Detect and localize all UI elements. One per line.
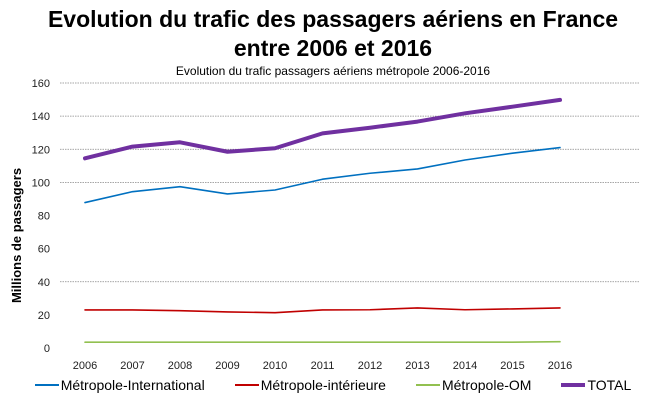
x-tick-label: 2014 [453,360,477,372]
legend-swatch [561,383,586,387]
legend-item: Métropole-International [34,377,205,393]
legend-swatch [34,384,59,386]
x-tick-label: 2016 [548,360,572,372]
x-tick-label: 2015 [500,360,524,372]
x-tick-label: 2012 [358,360,382,372]
y-tick-label: 60 [38,244,50,256]
legend-item: TOTAL [561,377,631,393]
chart-title: Evolution du trafic des passagers aérien… [47,6,619,32]
y-tick-label: 140 [32,111,50,123]
y-tick-label: 160 [32,78,50,90]
legend-label: TOTAL [587,377,632,393]
legend-item: Métropole-OM [415,377,532,393]
legend-label: Métropole-intérieure [260,377,386,393]
y-tick-label: 80 [38,211,50,223]
chart-subtitle: Evolution du trafic passagers aériens mé… [175,64,491,78]
legend: Métropole-International Métropole-intérie… [0,377,666,393]
legend-swatch [234,384,259,386]
legend-swatch [415,384,440,386]
legend-label: Métropole-International [60,377,205,393]
x-tick-label: 2011 [311,360,335,372]
legend-label: Métropole-OM [441,377,532,393]
series-line-0 [84,146,561,204]
y-tick-label: 20 [38,310,50,322]
x-tick-label: 2010 [263,360,287,372]
x-tick-label: 2009 [215,360,239,372]
y-tick-label: 120 [32,144,50,156]
y-tick-label: 100 [32,177,50,189]
y-axis-title: Millions de passagers [9,168,24,303]
series-line-1 [84,307,561,314]
x-tick-label: 2007 [120,360,144,372]
x-tick-label: 2013 [405,360,429,372]
chart-title-line2: entre 2006 et 2016 [233,35,433,61]
y-tick-label: 40 [38,277,50,289]
x-tick-label: 2008 [168,360,192,372]
legend-item: Métropole-intérieure [234,377,386,393]
y-tick-label: 0 [44,343,50,355]
x-tick-label: 2006 [73,360,97,372]
